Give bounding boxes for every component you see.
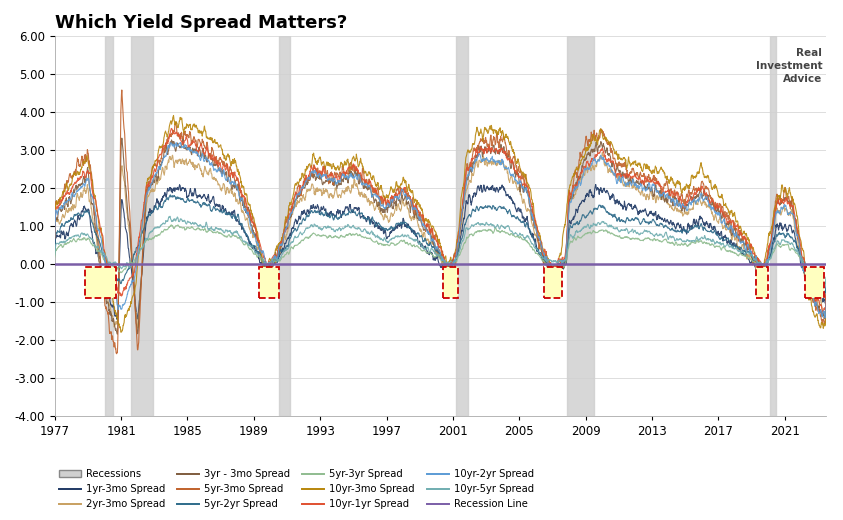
Bar [567,36,594,416]
Bar [259,267,279,298]
Bar [443,267,458,298]
Bar [544,267,562,298]
Bar [456,36,468,416]
Bar [804,267,824,298]
Bar [105,36,113,416]
Text: Which Yield Spread Matters?: Which Yield Spread Matters? [55,14,347,32]
Text: Real
Investment
Advice: Real Investment Advice [755,48,822,84]
Bar [84,267,116,298]
Legend: Recessions, 1yr-3mo Spread, 2yr-3mo Spread, 3yr - 3mo Spread, 5yr-3mo Spread, 5y: Recessions, 1yr-3mo Spread, 2yr-3mo Spre… [55,465,538,513]
Bar [132,36,153,416]
Bar [756,267,768,298]
Bar [770,36,776,416]
Bar [279,36,290,416]
